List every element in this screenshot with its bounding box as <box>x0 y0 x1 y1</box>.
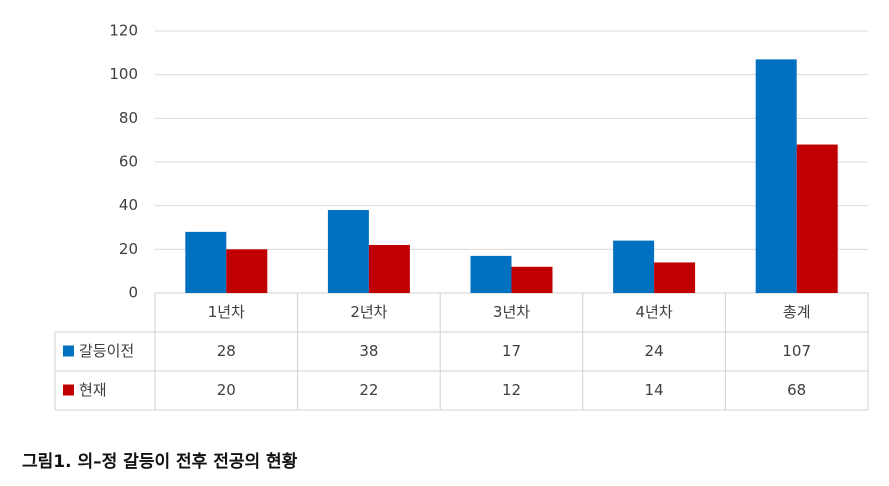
y-tick-label: 60 <box>119 153 138 171</box>
x-tick-label: 3년차 <box>493 303 530 321</box>
bar <box>226 249 268 293</box>
x-tick-label: 1년차 <box>208 303 245 321</box>
table-value: 107 <box>782 342 811 360</box>
table-value: 20 <box>217 381 236 399</box>
table-value: 17 <box>502 342 521 360</box>
table-value: 12 <box>502 381 521 399</box>
bar <box>185 231 227 293</box>
x-tick-label: 2년차 <box>350 303 387 321</box>
bar <box>511 266 553 293</box>
caption: 그림1. 의–정 갈등이 전후 전공의 현황 <box>22 451 298 472</box>
legend-swatch <box>63 345 74 357</box>
x-tick-label: 총계 <box>783 303 811 321</box>
table-value: 68 <box>787 381 806 399</box>
bar <box>327 210 369 293</box>
table-value: 28 <box>217 342 236 360</box>
legend-swatch <box>63 384 74 396</box>
legend-label: 갈등이전 <box>79 342 134 360</box>
y-tick-label: 100 <box>109 65 138 83</box>
x-tick-label: 4년차 <box>636 303 673 321</box>
y-tick-label: 80 <box>119 109 138 127</box>
bar <box>755 59 797 294</box>
y-tick-label: 40 <box>119 196 138 214</box>
bar <box>470 255 512 293</box>
bar <box>796 144 838 293</box>
table-value: 24 <box>645 342 664 360</box>
y-tick-label: 20 <box>119 240 138 258</box>
legend-label: 현재 <box>79 381 107 399</box>
table-value: 14 <box>645 381 664 399</box>
bar <box>654 262 696 293</box>
y-tick-label: 0 <box>128 284 138 302</box>
bar <box>613 240 655 293</box>
bar <box>368 244 410 293</box>
y-tick-label: 120 <box>109 22 138 40</box>
table-value: 22 <box>359 381 378 399</box>
table-value: 38 <box>359 342 378 360</box>
